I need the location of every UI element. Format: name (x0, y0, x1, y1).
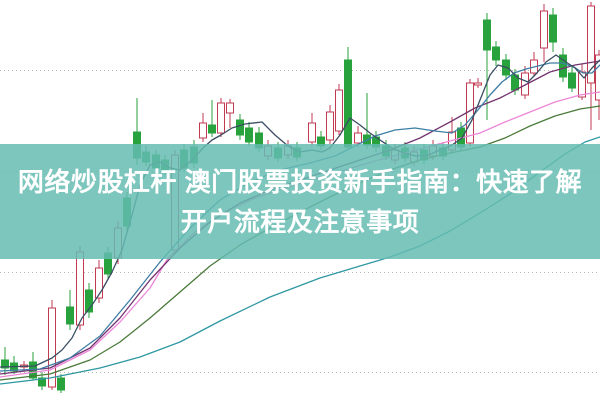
title-banner: 网络炒股杠杆 澳门股票投资新手指南：快速了解 开户流程及注意事项 (0, 144, 600, 259)
title-line-1: 网络炒股杠杆 澳门股票投资新手指南：快速了解 (17, 166, 583, 197)
title-line-2: 开户流程及注意事项 (180, 206, 420, 237)
